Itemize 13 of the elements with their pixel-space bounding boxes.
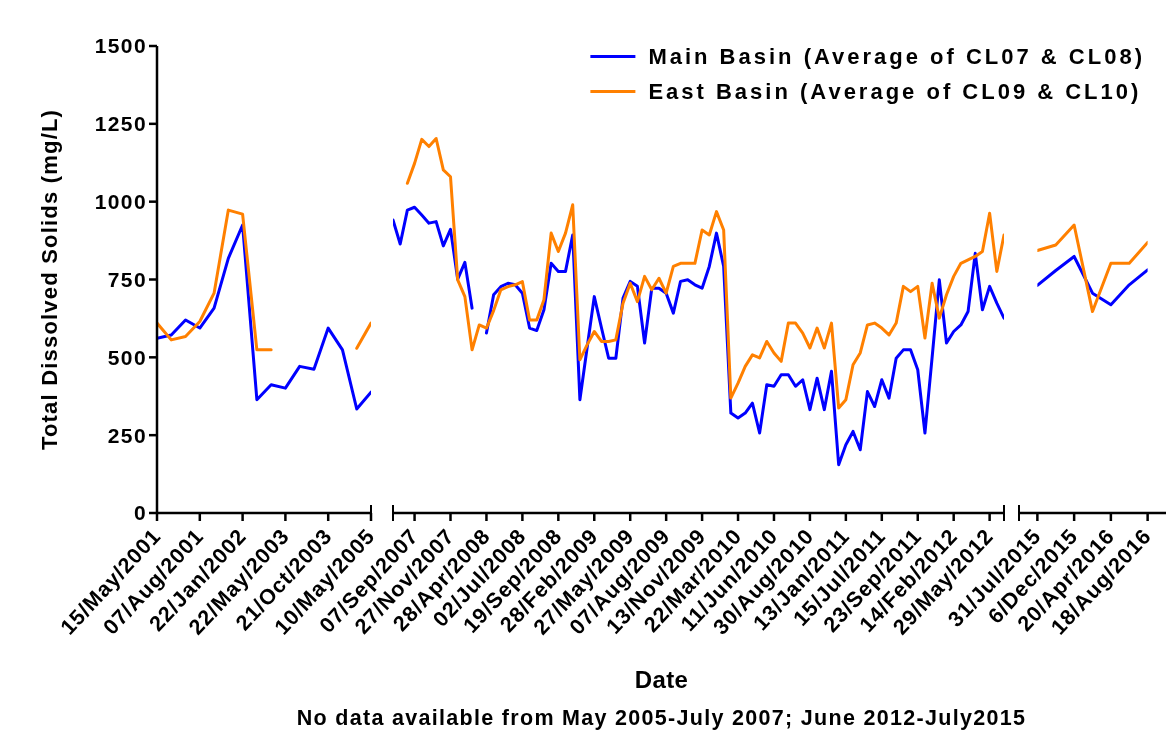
text: No data available from May 2005-July 2007; June 2012-July2015 xyxy=(296,706,1027,731)
legend-label: Main Basin (Average of CL07 & CL08) xyxy=(648,43,1145,70)
y-tick-label: 1250 xyxy=(94,112,147,136)
legend-label: East Basin (Average of CL09 & CL10) xyxy=(648,78,1142,105)
y-tick-label: 0 xyxy=(133,501,147,525)
line-series xyxy=(157,223,371,411)
x-axis-title: Date xyxy=(634,666,689,694)
y-tick-label: 1500 xyxy=(94,34,147,58)
y-tick-label: 750 xyxy=(107,267,147,291)
y-tick-label: 250 xyxy=(107,423,147,447)
y-tick-label: 1000 xyxy=(94,190,147,214)
y-axis-title: Total Dissolved Solids (mg/L) xyxy=(36,108,62,451)
y-tick-label: 500 xyxy=(107,345,147,369)
